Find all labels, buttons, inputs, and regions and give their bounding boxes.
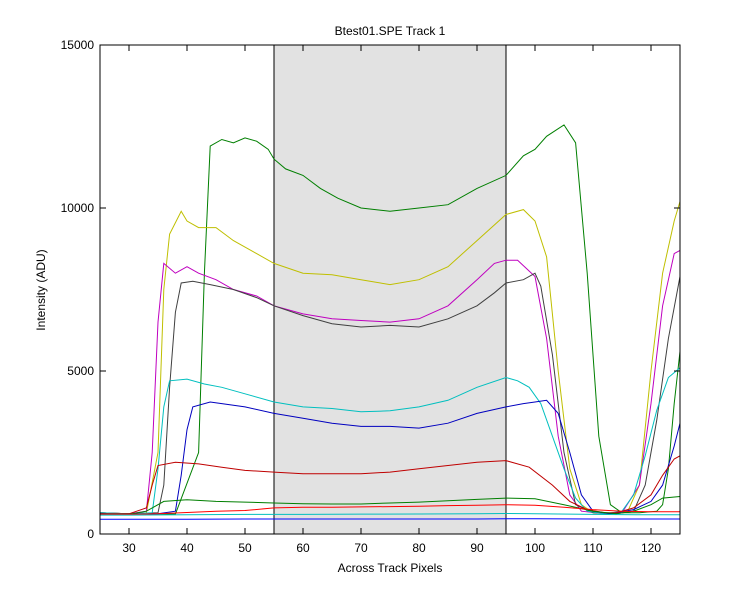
x-axis-label: Across Track Pixels [338,561,443,575]
x-tick-label: 120 [641,541,661,555]
x-tick-label: 100 [525,541,545,555]
y-tick-label: 10000 [61,201,95,215]
x-tick-label: 50 [238,541,252,555]
series-line-5 [99,367,681,515]
y-axis-label: Intensity (ADU) [34,249,48,330]
shaded-region [274,45,506,534]
x-tick-label: 30 [122,541,136,555]
series-line-8 [100,496,681,515]
x-tick-label: 60 [296,541,310,555]
chart-title: Btest01.SPE Track 1 [335,24,446,38]
x-tick-label: 40 [180,541,194,555]
x-tick-label: 80 [412,541,426,555]
series-line-10 [100,512,680,516]
y-tick-label: 15000 [61,38,95,52]
series-line-11 [100,518,680,520]
x-tick-label: 90 [470,541,484,555]
y-tick-label: 0 [87,527,94,541]
plot-frame [99,44,681,535]
series-line-9 [100,504,680,515]
x-tick-label: 110 [583,541,602,555]
y-tick-label: 5000 [67,364,94,378]
series-line-6 [99,399,681,515]
x-tick-label: 70 [354,541,368,555]
